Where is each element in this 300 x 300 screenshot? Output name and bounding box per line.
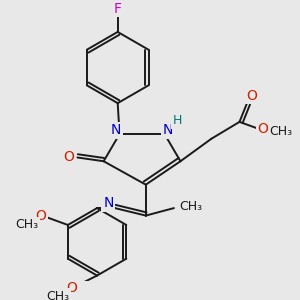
Text: N: N bbox=[111, 123, 121, 137]
Text: CH₃: CH₃ bbox=[46, 290, 69, 300]
Text: F: F bbox=[114, 2, 122, 16]
Text: CH₃: CH₃ bbox=[15, 218, 38, 232]
Text: CH₃: CH₃ bbox=[269, 125, 292, 138]
Text: O: O bbox=[257, 122, 268, 136]
Text: O: O bbox=[64, 151, 74, 164]
Text: N: N bbox=[163, 123, 173, 137]
Text: O: O bbox=[246, 88, 257, 103]
Text: N: N bbox=[103, 196, 113, 210]
Text: H: H bbox=[173, 114, 182, 128]
Text: O: O bbox=[66, 281, 77, 295]
Text: O: O bbox=[35, 208, 46, 223]
Text: CH₃: CH₃ bbox=[179, 200, 202, 213]
